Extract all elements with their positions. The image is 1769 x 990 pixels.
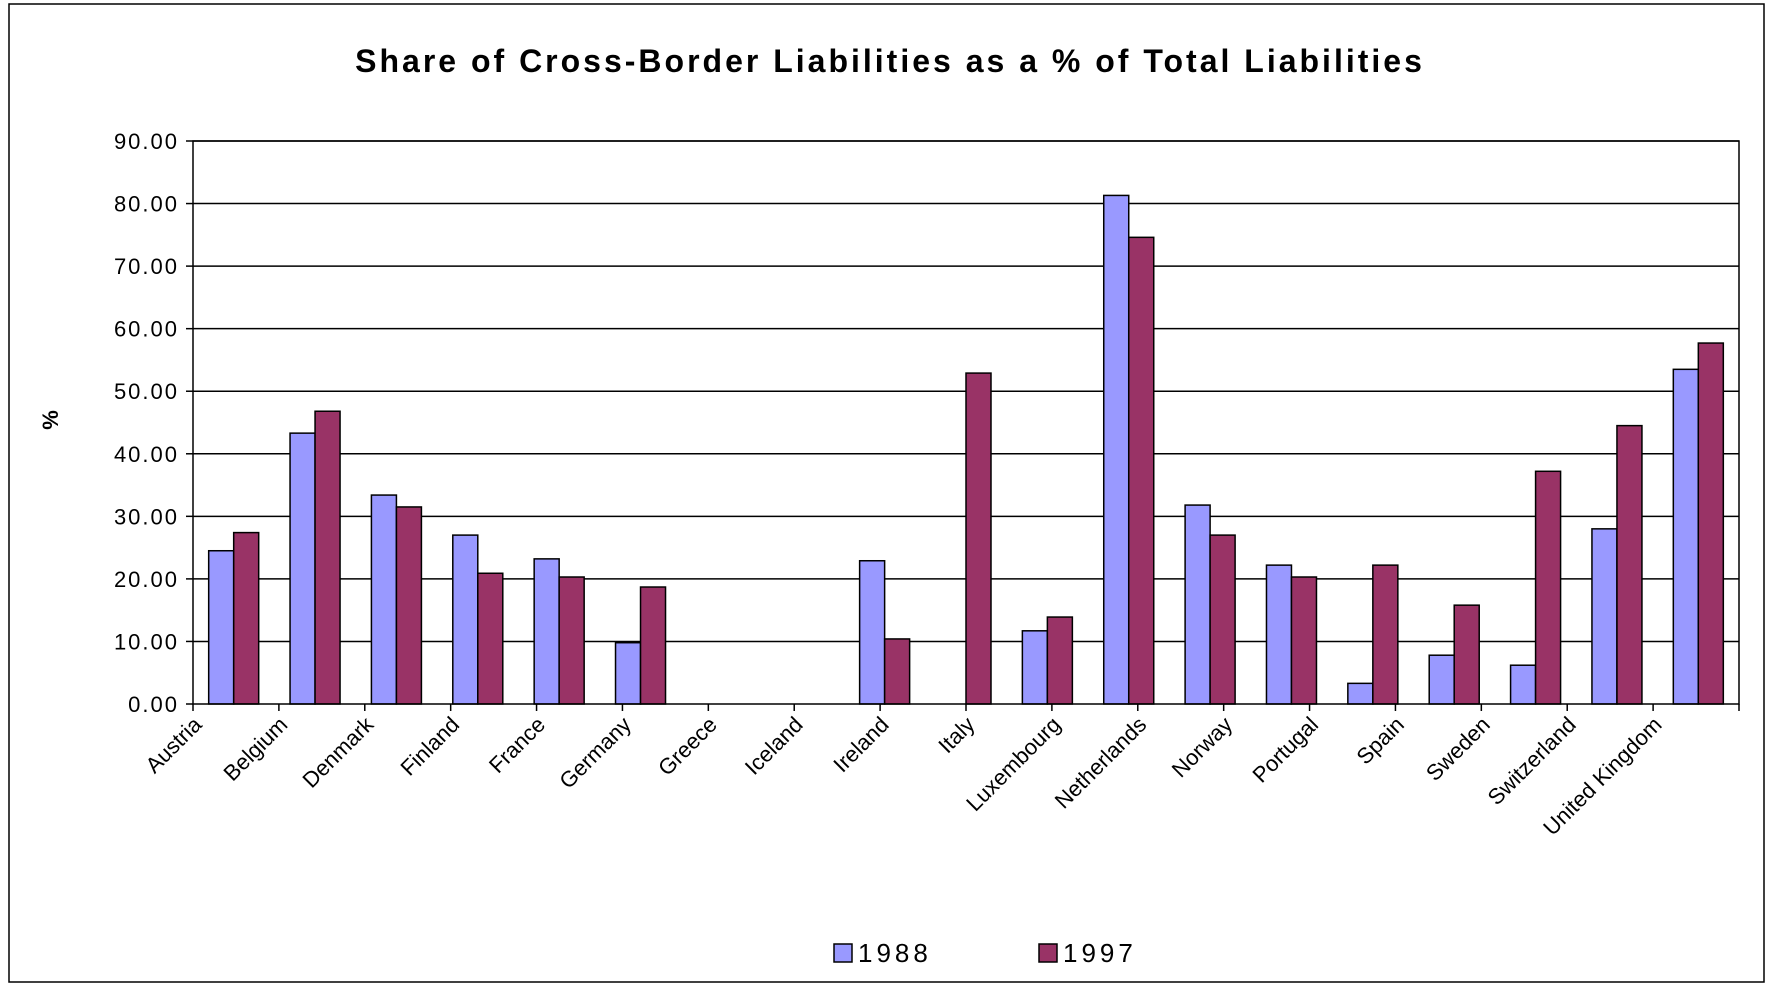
bar-1988 (1102, 194, 1130, 705)
y-tick-label: 90.00 (114, 129, 179, 154)
y-tick-label: 80.00 (114, 192, 179, 217)
bar-1988 (1265, 564, 1293, 705)
bar-1997 (965, 372, 992, 705)
bar-1997 (1616, 424, 1643, 705)
bar-1997 (558, 576, 585, 705)
legend-label-1988: 1988 (858, 938, 932, 968)
bar-1997 (883, 638, 911, 705)
y-tick-label: 40.00 (114, 442, 179, 467)
bar-1997 (1127, 236, 1155, 705)
bar-1988 (858, 559, 886, 705)
bar-1997 (1046, 616, 1074, 705)
y-tick-label: 30.00 (114, 504, 179, 529)
bar-1988 (1021, 630, 1049, 705)
legend-swatch-1988 (833, 943, 853, 963)
bar-1988 (1347, 682, 1374, 705)
legend: 1988 1997 (833, 938, 1137, 968)
bar-1988 (614, 641, 642, 705)
bar-1997 (1534, 470, 1562, 705)
chart-title: Share of Cross-Border Liabilities as a %… (355, 43, 1425, 79)
bar-1997 (477, 572, 504, 705)
legend-label-1997: 1997 (1063, 938, 1137, 968)
y-tick-label: 20.00 (114, 567, 179, 592)
bar-1988 (1184, 504, 1211, 705)
y-tick-label: 10.00 (114, 629, 179, 654)
bar-1988 (1591, 528, 1618, 705)
bar-1997 (1290, 576, 1318, 705)
bar-1988 (533, 558, 560, 705)
bar-1997 (232, 531, 260, 705)
bar-1997 (314, 410, 341, 705)
y-axis-label: % (38, 410, 63, 430)
bar-1988 (207, 549, 235, 705)
bar-1988 (1672, 368, 1700, 705)
y-tick-label: 60.00 (114, 317, 179, 342)
bar-1988 (1428, 654, 1455, 705)
bar-1997 (1372, 564, 1399, 705)
bar-1988 (370, 494, 398, 705)
y-tick-label: 70.00 (114, 254, 179, 279)
bar-1997 (1697, 342, 1725, 705)
bar-1997 (639, 586, 667, 705)
bar-1988 (452, 534, 479, 705)
y-tick-label: 50.00 (114, 379, 179, 404)
legend-swatch-1997 (1038, 943, 1058, 963)
y-tick-label: 0.00 (128, 692, 179, 717)
bar-1988 (289, 432, 316, 705)
bar-1997 (395, 506, 423, 705)
bar-1988 (1509, 664, 1537, 705)
bar-1997 (1453, 604, 1480, 705)
bar-1997 (1209, 534, 1236, 705)
